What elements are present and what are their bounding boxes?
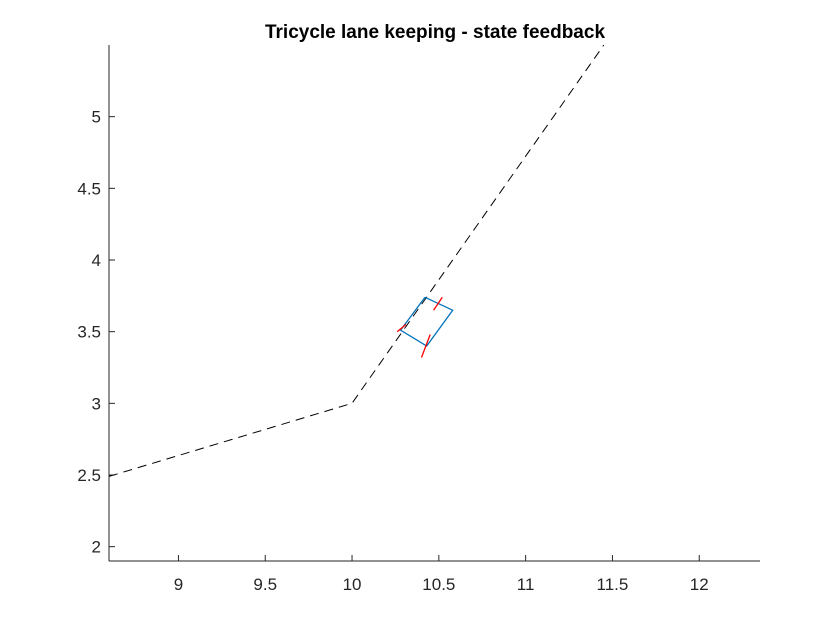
x-tick-label: 12 bbox=[690, 575, 709, 594]
x-tick-label: 9 bbox=[174, 575, 183, 594]
tricycle-wheel bbox=[433, 296, 443, 311]
x-tick-label: 11.5 bbox=[597, 575, 629, 594]
y-tick-label: 5 bbox=[92, 108, 101, 127]
chart-title: Tricycle lane keeping - state feedback bbox=[265, 22, 605, 43]
tricycle-wheel bbox=[396, 323, 407, 333]
x-tick-label: 10 bbox=[343, 575, 362, 594]
lane-reference-line bbox=[108, 44, 605, 477]
y-tick-label: 3.5 bbox=[77, 323, 101, 342]
y-tick-label: 4 bbox=[92, 251, 101, 270]
y-tick-label: 4.5 bbox=[77, 179, 101, 198]
x-tick-label: 11 bbox=[517, 575, 535, 594]
y-tick-label: 2.5 bbox=[77, 466, 101, 485]
y-tick-label: 3 bbox=[92, 394, 101, 413]
x-tick-label: 10.5 bbox=[422, 575, 455, 594]
x-tick-label: 9.5 bbox=[253, 575, 277, 594]
plot-content bbox=[108, 44, 605, 477]
tricycle-wheel bbox=[420, 334, 431, 358]
y-tick-label: 2 bbox=[92, 538, 101, 557]
axes: 9 9.5 10 10.5 11 11.5 12 2 2.5 3 3.5 4 4.5 5 bbox=[77, 45, 760, 594]
tricycle-body bbox=[399, 296, 454, 347]
